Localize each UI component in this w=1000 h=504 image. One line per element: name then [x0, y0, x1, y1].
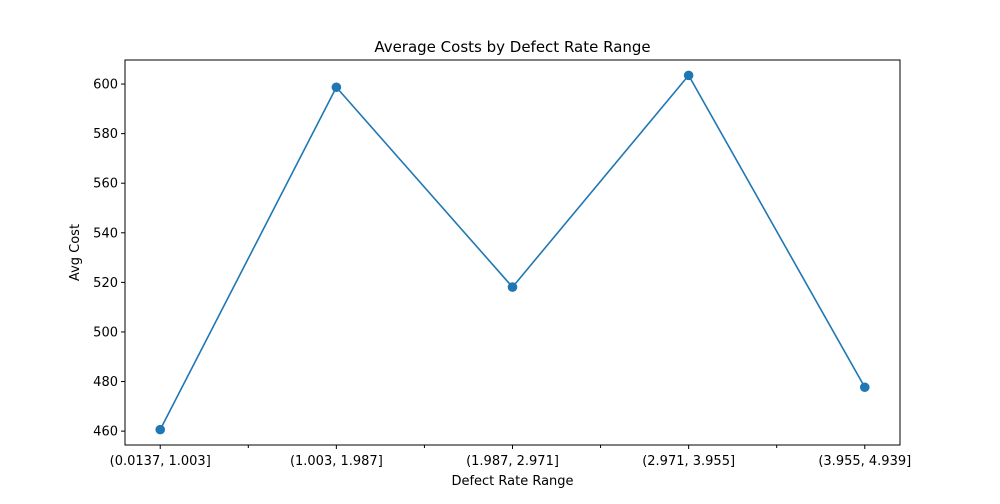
- y-tick-label: 520: [93, 276, 118, 291]
- series-line: [159, 74, 866, 430]
- x-axis-label: Defect Rate Range: [451, 474, 573, 489]
- x-tick-label: (2.971, 3.955]: [642, 454, 735, 469]
- data-point: [155, 424, 166, 435]
- y-tick-label: 600: [93, 78, 118, 93]
- data-point: [683, 70, 694, 81]
- chart-title: Average Costs by Defect Rate Range: [374, 38, 650, 56]
- x-tick-label: (1.003, 1.987]: [290, 454, 383, 469]
- plot-frame: [124, 59, 901, 446]
- x-tick-label: (1.987, 2.971]: [466, 454, 559, 469]
- y-tick-label: 540: [93, 226, 118, 241]
- plot-area: 460 480 500 520 540 560 580 600 (0.0137, 1.003] (…: [93, 59, 911, 469]
- y-tick-label: 460: [93, 425, 118, 440]
- y-tick-label: 480: [93, 375, 118, 390]
- y-tick-label: 580: [93, 127, 118, 142]
- data-point: [331, 82, 342, 93]
- data-point: [507, 282, 518, 292]
- y-axis-label: Avg Cost: [68, 224, 83, 281]
- data-point: [859, 382, 870, 393]
- x-tick-label: (0.0137, 1.003]: [110, 454, 211, 469]
- x-tick-label: (3.955, 4.939]: [818, 454, 911, 469]
- y-tick-label: 500: [93, 325, 118, 340]
- y-tick-label: 560: [93, 177, 118, 192]
